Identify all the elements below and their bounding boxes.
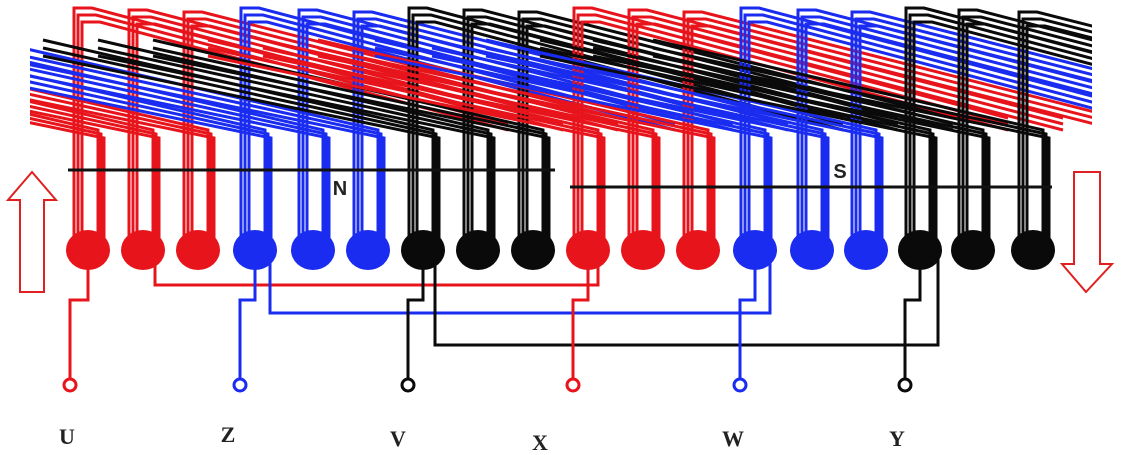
up-arrow bbox=[5, 170, 59, 293]
coil-conductor bbox=[30, 104, 158, 240]
connection-wire bbox=[406, 250, 425, 378]
coil-conductor bbox=[592, 46, 988, 240]
coil-conductor bbox=[485, 46, 881, 240]
connection-group bbox=[62, 250, 940, 393]
slot bbox=[121, 230, 165, 270]
terminal-label: X bbox=[532, 430, 548, 455]
coil-conductor bbox=[539, 46, 935, 240]
coil-conductor bbox=[30, 55, 383, 240]
slot bbox=[676, 230, 720, 270]
coil-conductor bbox=[262, 54, 661, 240]
terminal bbox=[565, 377, 581, 393]
coil-conductor bbox=[207, 54, 606, 240]
slot bbox=[291, 230, 335, 270]
connection-wire bbox=[268, 250, 772, 315]
slot bbox=[346, 230, 390, 270]
coil-conductor bbox=[30, 98, 216, 240]
coil-conductor bbox=[431, 46, 827, 240]
slot bbox=[511, 230, 555, 270]
connection-wire bbox=[433, 250, 940, 347]
coil-conductor bbox=[30, 74, 331, 240]
coil-conductor bbox=[30, 121, 106, 240]
coil-conductor bbox=[317, 46, 713, 240]
coil-conductor bbox=[30, 67, 328, 240]
coil-conductor bbox=[431, 54, 830, 240]
coil-conductor bbox=[262, 46, 658, 240]
coil-conductor bbox=[30, 116, 103, 240]
slot bbox=[1011, 230, 1055, 270]
coil-conductor bbox=[592, 54, 991, 240]
coil-conductor bbox=[30, 74, 267, 240]
slot bbox=[456, 230, 500, 270]
coil-group bbox=[30, 6, 1092, 270]
coil-conductor bbox=[539, 38, 932, 240]
connection-wire bbox=[571, 250, 590, 378]
coil-conductor bbox=[539, 54, 938, 240]
coil-conductor bbox=[431, 38, 824, 240]
coil-conductor bbox=[652, 46, 1048, 240]
coil-conductor bbox=[42, 46, 438, 240]
coil-conductor bbox=[652, 38, 1045, 240]
coil-conductor bbox=[30, 112, 100, 240]
coil-conductor bbox=[30, 100, 155, 240]
terminal bbox=[232, 377, 248, 393]
slot bbox=[176, 230, 220, 270]
coil-conductor bbox=[374, 46, 770, 240]
coil-conductor bbox=[652, 54, 1051, 240]
coil-conductor bbox=[207, 46, 603, 240]
coil-conductor bbox=[317, 54, 716, 240]
pole-label: N bbox=[333, 178, 347, 200]
slot bbox=[951, 230, 995, 270]
coil-conductor bbox=[30, 80, 270, 240]
terminal bbox=[732, 377, 748, 393]
coil-conductor bbox=[30, 87, 210, 240]
connection-wire bbox=[738, 250, 757, 378]
coil-conductor bbox=[30, 63, 386, 240]
coil-conductor bbox=[97, 46, 493, 240]
coil-conductor bbox=[747, 20, 1092, 240]
coil-conductor bbox=[912, 20, 1092, 240]
coil-conductor bbox=[485, 38, 878, 240]
connection-wire bbox=[68, 250, 90, 378]
coil-conductor bbox=[374, 54, 773, 240]
down-arrow bbox=[1059, 171, 1115, 294]
connection-wire bbox=[903, 250, 922, 378]
terminal-label: V bbox=[390, 426, 406, 451]
connection-wire bbox=[238, 250, 257, 378]
slot bbox=[844, 230, 888, 270]
terminal-label: Z bbox=[221, 422, 236, 447]
pole-label: S bbox=[833, 161, 846, 183]
coil-conductor bbox=[30, 92, 213, 240]
terminal bbox=[62, 377, 78, 393]
terminal-label: W bbox=[722, 426, 744, 451]
terminal-label: Y bbox=[889, 426, 905, 451]
coil-conductor bbox=[97, 54, 496, 240]
coil-conductor bbox=[152, 54, 551, 240]
terminal bbox=[897, 377, 913, 393]
slot bbox=[621, 230, 665, 270]
coil-conductor bbox=[485, 54, 884, 240]
slot bbox=[790, 230, 834, 270]
connection-wire bbox=[153, 250, 600, 287]
terminal-label: U bbox=[59, 424, 75, 449]
coil-conductor bbox=[152, 46, 548, 240]
coil-conductor bbox=[42, 54, 441, 240]
coil-conductor bbox=[30, 109, 161, 240]
coil-conductor bbox=[30, 86, 273, 240]
terminal bbox=[400, 377, 416, 393]
